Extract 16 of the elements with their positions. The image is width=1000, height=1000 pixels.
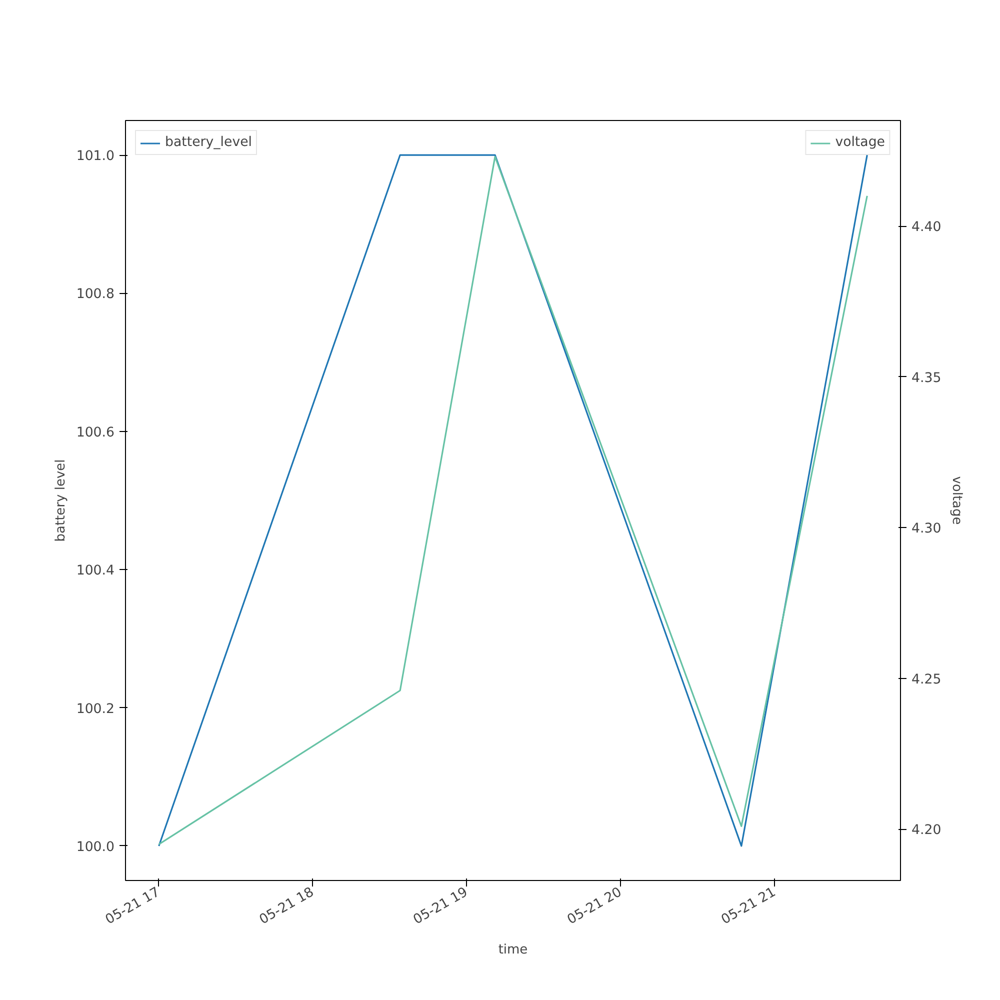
x-axis-title: time xyxy=(498,942,528,958)
y2-tick-label: 4.40 xyxy=(912,220,942,236)
y-tick-label: 100.6 xyxy=(76,425,114,440)
y-tick-label: 100.0 xyxy=(76,840,114,855)
y2-tick-label: 4.25 xyxy=(912,672,942,688)
y-tick-label: 101.0 xyxy=(76,149,114,164)
y2-axis-title: voltage xyxy=(949,476,964,525)
legend-label: battery_level xyxy=(165,135,252,150)
y2-tick-label: 4.35 xyxy=(912,370,942,386)
y-tick-label: 100.8 xyxy=(76,287,114,302)
y-tick-label: 100.2 xyxy=(76,702,114,717)
y2-tick-label: 4.20 xyxy=(912,823,942,838)
y-tick-label: 100.4 xyxy=(76,564,114,579)
legend-label: voltage xyxy=(835,135,885,150)
y-axis-title: battery level xyxy=(53,459,68,542)
y2-tick-label: 4.30 xyxy=(912,522,942,537)
